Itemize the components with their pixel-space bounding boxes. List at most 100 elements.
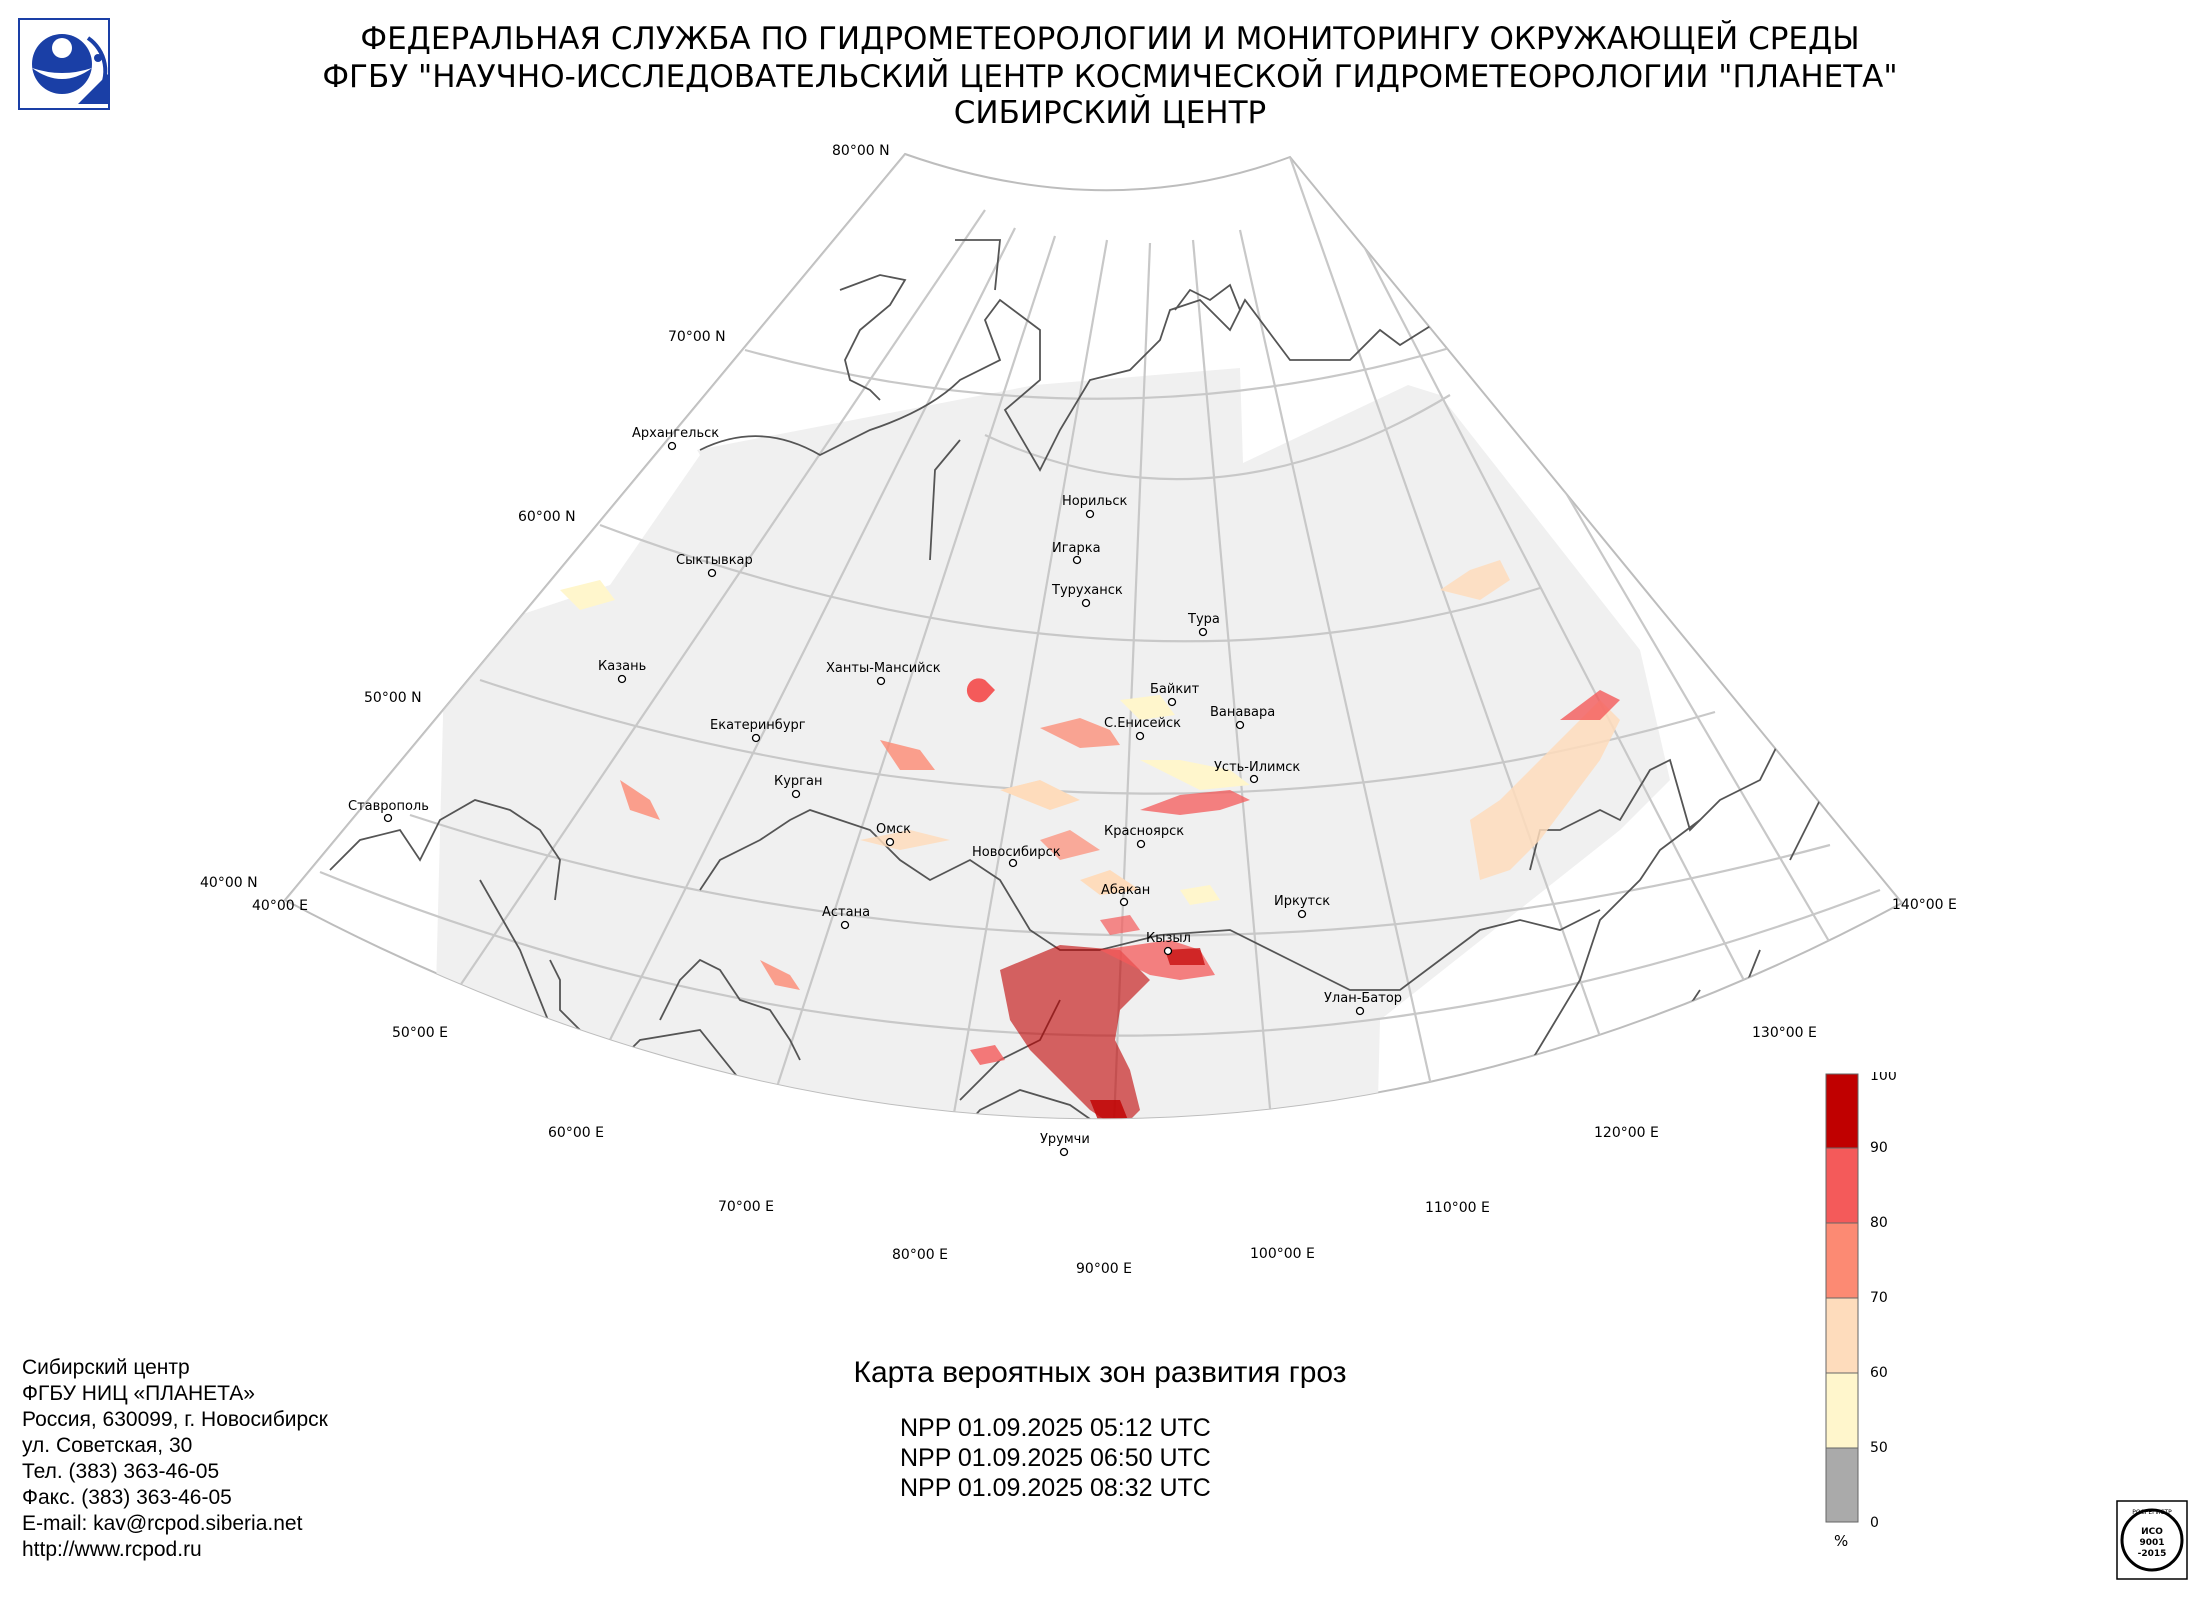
lon-label-90: 90°00 E (1076, 1261, 1132, 1277)
city-norilsk: Норильск (1062, 494, 1128, 509)
zone-yenisei (1040, 718, 1120, 748)
iso-badge-l1: ИСО (2141, 1527, 2163, 1537)
lat-label-80: 80°00 N (832, 143, 890, 159)
zone-scatter-4 (1120, 695, 1175, 720)
lon-label-110: 110°00 E (1425, 1200, 1490, 1216)
iso-badge-l3: -2015 (2138, 1549, 2167, 1559)
zone-khmao-red (966, 678, 995, 703)
cities: Архангельск Норильск Игарка Туруханск Сы… (348, 426, 1402, 1157)
zone-east-1 (1470, 700, 1620, 880)
zone-scatter-5 (970, 1045, 1005, 1065)
latitude-labels: 80°00 N 70°00 N 60°00 N 50°00 N 40°00 N (200, 143, 890, 891)
zone-scatter-8 (1100, 915, 1140, 935)
city-vanavara: Ванавара (1210, 705, 1275, 720)
colorbar-seg-0-50 (1825, 1447, 1859, 1523)
zone-east-3 (1560, 690, 1620, 720)
probability-colorbar: 0 50 60 70 80 90 100 % (1825, 1072, 1897, 1550)
colorbar-tick-70: 70 (1870, 1290, 1888, 1306)
contact-website[interactable]: http://www.rcpod.ru (22, 1538, 202, 1561)
lat-label-40: 40°00 N (200, 875, 258, 891)
zone-east-2 (1440, 560, 1510, 600)
longitude-labels: 40°00 E 50°00 E 60°00 E 70°00 E 80°00 E … (252, 897, 1957, 1277)
city-abakan: Абакан (1101, 883, 1150, 898)
contact-fax: Факс. (383) 363-46-05 (22, 1486, 232, 1509)
contact-email[interactable]: E-mail: kav@rcpod.siberia.net (22, 1512, 303, 1535)
zone-omsk (860, 830, 950, 850)
thunderstorm-zones (560, 560, 1620, 1119)
zone-baikal-north (1140, 760, 1250, 790)
city-khanty-mansiysk: Ханты-Мансийск (826, 661, 941, 676)
contact-phone: Тел. (383) 363-46-05 (22, 1460, 220, 1483)
header-line-1: ФЕДЕРАЛЬНАЯ СЛУЖБА ПО ГИДРОМЕТЕОРОЛОГИИ … (360, 21, 1860, 57)
city-kurgan: Курган (774, 774, 822, 789)
lat-label-70: 70°00 N (668, 329, 726, 345)
colorbar-tick-50: 50 (1870, 1440, 1888, 1456)
zone-scatter-6 (1090, 1100, 1130, 1119)
lon-label-100: 100°00 E (1250, 1246, 1315, 1262)
colorbar-unit: % (1834, 1532, 1848, 1550)
lon-label-130: 130°00 E (1752, 1025, 1817, 1041)
planeta-logo (18, 18, 110, 110)
pass-1: NPP 01.09.2025 05:12 UTC (900, 1414, 1211, 1442)
zone-scatter-3 (1080, 870, 1140, 895)
lon-label-50: 50°00 E (392, 1025, 448, 1041)
zone-west-2 (880, 740, 935, 770)
city-stavropol: Ставрополь (348, 799, 429, 814)
zone-west-3 (620, 780, 660, 820)
city-yekaterinburg: Екатеринбург (710, 718, 806, 733)
city-irkutsk: Иркутск (1274, 894, 1330, 909)
city-ulaanbaatar: Улан-Батор (1324, 991, 1402, 1006)
colorbar-tick-0: 0 (1870, 1515, 1879, 1531)
city-krasnoyarsk: Красноярск (1104, 824, 1184, 839)
lon-label-80: 80°00 E (892, 1247, 948, 1263)
lon-label-60: 60°00 E (548, 1125, 604, 1141)
lon-label-140: 140°00 E (1892, 897, 1957, 913)
pass-3: NPP 01.09.2025 08:32 UTC (900, 1474, 1211, 1502)
colorbar-seg-50-60 (1825, 1372, 1859, 1449)
lon-label-120: 120°00 E (1594, 1125, 1659, 1141)
colorbar-tick-60: 60 (1870, 1365, 1888, 1381)
contact-line-3: Россия, 630099, г. Новосибирск (22, 1408, 328, 1431)
map-title: Карта вероятных зон развития гроз (853, 1356, 1347, 1389)
zone-west-4 (760, 960, 800, 990)
colorbar-seg-80-90 (1825, 1147, 1859, 1224)
contact-line-1: Сибирский центр (22, 1356, 190, 1379)
graticule (285, 154, 1902, 1119)
lat-label-60: 60°00 N (518, 509, 576, 525)
iso-badge-top: РОСРЕГИСТР (2132, 1509, 2172, 1516)
city-urumqi: Урумчи (1040, 1132, 1090, 1147)
zone-scatter-2 (1040, 830, 1100, 860)
city-novosibirsk: Новосибирск (972, 845, 1061, 860)
city-ust-ilimsk: Усть-Илимск (1214, 760, 1300, 775)
header-line-3: СИБИРСКИЙ ЦЕНТР (953, 95, 1267, 131)
lon-label-70: 70°00 E (718, 1199, 774, 1215)
pass-2: NPP 01.09.2025 06:50 UTC (900, 1444, 1211, 1472)
colorbar-tick-100: 100 (1870, 1072, 1897, 1084)
zone-kyzyl (1165, 948, 1205, 965)
zone-west-1 (560, 580, 615, 610)
city-turukhansk: Туруханск (1051, 583, 1123, 598)
city-kazan: Казань (598, 659, 646, 674)
zone-scatter-1 (1000, 780, 1080, 810)
city-syktyvkar: Сыктывкар (676, 553, 753, 568)
colorbar-seg-90-100 (1825, 1073, 1859, 1149)
lat-label-50: 50°00 N (364, 690, 422, 706)
header-line-2: ФГБУ "НАУЧНО-ИССЛЕДОВАТЕЛЬСКИЙ ЦЕНТР КОС… (322, 59, 1898, 95)
colorbar-tick-80: 80 (1870, 1215, 1888, 1231)
lon-label-40: 40°00 E (252, 898, 308, 914)
colorbar-seg-60-70 (1825, 1297, 1859, 1374)
city-astana: Астана (822, 905, 870, 920)
city-arkhangelsk: Архангельск (632, 426, 719, 441)
contact-line-2: ФГБУ НИЦ «ПЛАНЕТА» (22, 1382, 255, 1405)
colorbar-seg-70-80 (1825, 1222, 1859, 1299)
zone-scatter-7 (1180, 885, 1220, 905)
city-baykit: Байкит (1150, 682, 1200, 697)
zone-krasnoyarsk (1140, 790, 1250, 815)
contact-line-4: ул. Советская, 30 (22, 1434, 193, 1457)
iso-certification-badge: РОСРЕГИСТР ИСО 9001 -2015 (2116, 1500, 2188, 1580)
city-igarka: Игарка (1052, 541, 1101, 556)
city-tura: Тура (1187, 612, 1220, 627)
city-omsk: Омск (876, 822, 911, 837)
city-kyzyl: Кызыл (1146, 931, 1191, 946)
